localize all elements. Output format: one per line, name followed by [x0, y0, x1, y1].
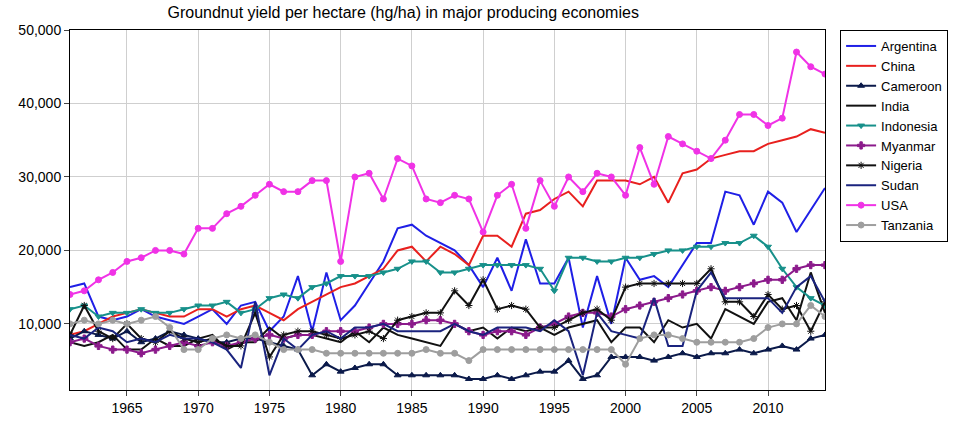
svg-text:China: China [881, 59, 916, 74]
svg-text:40,000: 40,000 [18, 95, 61, 111]
svg-text:1985: 1985 [396, 400, 427, 416]
svg-text:1965: 1965 [111, 400, 142, 416]
svg-text:2000: 2000 [610, 400, 641, 416]
svg-text:50,000: 50,000 [18, 22, 61, 38]
svg-text:30,000: 30,000 [18, 169, 61, 185]
svg-text:1980: 1980 [325, 400, 356, 416]
svg-text:Nigeria: Nigeria [881, 158, 923, 173]
svg-text:Myanmar: Myanmar [881, 139, 936, 154]
svg-text:10,000: 10,000 [18, 316, 61, 332]
svg-text:1975: 1975 [254, 400, 285, 416]
svg-text:2010: 2010 [752, 400, 783, 416]
svg-text:1970: 1970 [183, 400, 214, 416]
svg-text:Cameroon: Cameroon [881, 79, 942, 94]
svg-text:Argentina: Argentina [881, 39, 937, 54]
svg-text:2005: 2005 [681, 400, 712, 416]
svg-text:Sudan: Sudan [881, 178, 919, 193]
svg-text:20,000: 20,000 [18, 242, 61, 258]
svg-text:India: India [881, 99, 910, 114]
svg-text:Groundnut yield per hectare (h: Groundnut yield per hectare (hg/ha) in m… [168, 4, 639, 21]
svg-text:1990: 1990 [468, 400, 499, 416]
svg-text:Tanzania: Tanzania [881, 218, 934, 233]
svg-text:Indonesia: Indonesia [881, 119, 938, 134]
svg-text:USA: USA [881, 198, 908, 213]
svg-text:1995: 1995 [539, 400, 570, 416]
